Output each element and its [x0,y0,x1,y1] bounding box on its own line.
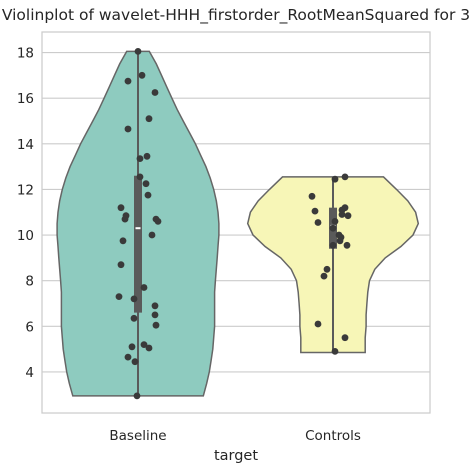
y-tick-label: 10 [17,228,34,244]
y-axis-ticks: 4 6 8 10 12 14 16 18 [17,46,34,381]
chart-title: Violinplot of wavelet-HHH_firstorder_Roo… [2,6,470,25]
y-tick-label: 12 [17,182,34,198]
data-point [311,207,319,215]
point-layer [115,48,352,400]
data-point [329,241,337,249]
data-point [134,48,142,55]
data-point [117,261,125,269]
data-point [136,173,144,181]
data-point [136,155,144,163]
x-axis-label: target [214,448,258,464]
data-point [338,211,346,218]
plot-frame [41,31,431,414]
data-point [323,265,331,273]
data-point [140,284,148,291]
data-point [331,175,339,183]
data-point [154,218,162,225]
data-point [130,314,138,322]
data-point [344,212,352,220]
data-point [320,272,328,280]
y-tick-label: 16 [17,91,34,107]
data-point [145,115,153,123]
data-point [341,334,349,342]
data-point [331,218,339,225]
data-point [130,295,138,303]
data-point [117,204,125,212]
x-tick-label: Baseline [109,428,166,444]
data-point [124,125,132,133]
data-point [314,219,322,226]
x-tick-label: Controls [305,428,361,444]
data-point [119,237,127,245]
data-point [151,311,159,319]
data-point [148,231,156,239]
data-point [329,224,337,232]
data-point [142,180,150,188]
y-tick-label: 6 [25,319,34,335]
data-point [152,321,160,329]
data-point [121,215,129,223]
data-point [115,293,123,300]
violin-iqr-box [134,175,142,313]
data-point [143,152,151,160]
data-point [331,348,339,355]
data-point [144,191,152,199]
data-point [151,89,159,96]
x-axis-ticks: Baseline Controls [109,428,361,444]
data-point [138,71,146,79]
y-tick-label: 18 [17,46,34,62]
data-point [308,192,316,200]
data-point [124,353,132,361]
data-point [151,302,159,310]
data-point [343,241,351,249]
data-point [336,237,344,245]
data-point [341,173,349,181]
data-point [133,392,141,400]
y-tick-label: 4 [25,365,34,381]
data-point [140,341,148,348]
violin-layer [56,50,420,397]
data-point [145,344,153,352]
y-tick-label: 14 [17,137,34,153]
data-point [314,320,322,328]
data-point [128,343,136,351]
y-tick-label: 8 [25,274,34,290]
data-point [131,358,139,366]
data-point [124,77,132,85]
